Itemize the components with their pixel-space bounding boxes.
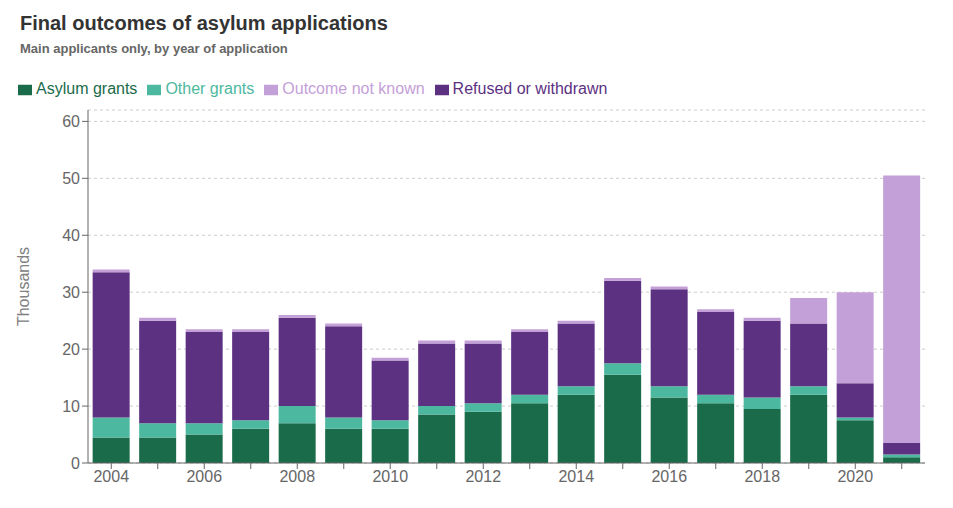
svg-text:2004: 2004 — [93, 468, 129, 485]
html-text:Refused or withdrawn: Refused or withdrawn — [452, 80, 608, 97]
html-text:Final outcomes of asylum appli: Final outcomes of asylum applications — [20, 12, 388, 34]
svg-text:2012: 2012 — [465, 468, 501, 485]
svg-text:60: 60 — [62, 113, 80, 130]
svg-text:0: 0 — [71, 455, 80, 472]
html-text:Other grants: Other grants — [165, 80, 255, 97]
svg-text:Thousands: Thousands — [15, 247, 32, 326]
svg-text:2020: 2020 — [837, 468, 873, 485]
svg-text:2016: 2016 — [651, 468, 687, 485]
svg-text:40: 40 — [62, 227, 80, 244]
svg-text:20: 20 — [62, 341, 80, 358]
html-text:Main applicants only, by year: Main applicants only, by year of applica… — [20, 41, 288, 56]
svg-text:2006: 2006 — [186, 468, 222, 485]
svg-text:2010: 2010 — [372, 468, 408, 485]
svg-text:2008: 2008 — [279, 468, 315, 485]
svg-text:2018: 2018 — [744, 468, 780, 485]
svg-text:2014: 2014 — [558, 468, 594, 485]
svg-text:50: 50 — [62, 170, 80, 187]
html-text:Outcome not known: Outcome not known — [282, 80, 425, 97]
svg-text:10: 10 — [62, 398, 80, 415]
svg-text:30: 30 — [62, 284, 80, 301]
html-text:Asylum grants: Asylum grants — [36, 80, 138, 97]
